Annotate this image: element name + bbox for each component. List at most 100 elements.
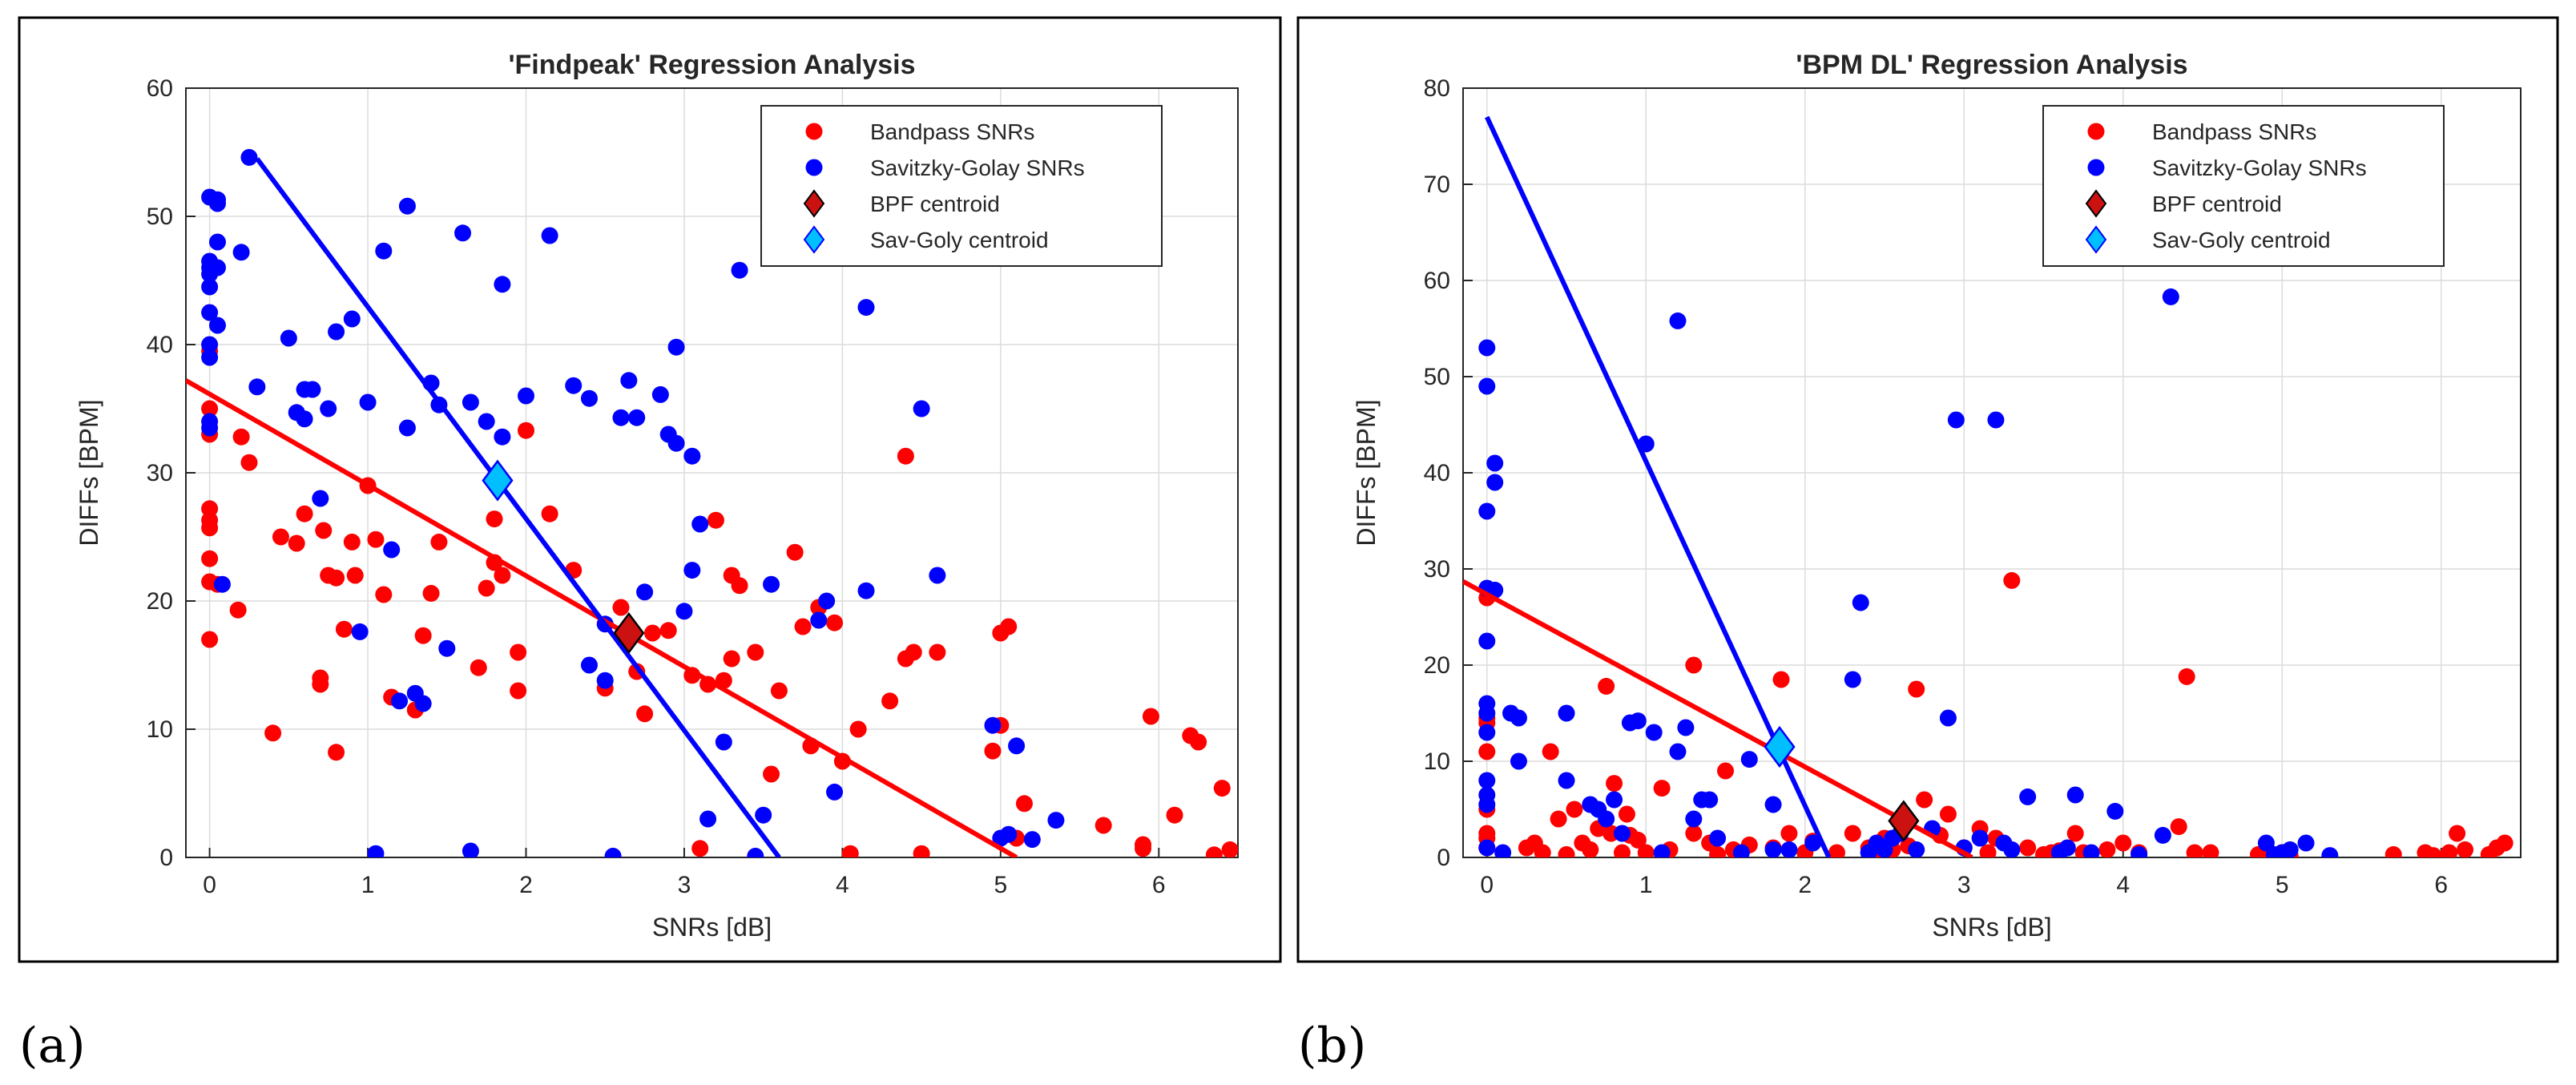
data-point — [288, 534, 305, 552]
data-point — [1558, 772, 1575, 789]
data-point — [691, 840, 709, 857]
data-point — [2170, 818, 2187, 836]
data-point — [1510, 752, 1527, 770]
sav-goly-centroid — [1764, 725, 1796, 768]
data-point — [731, 577, 748, 595]
y-tick-label: 30 — [1424, 556, 1450, 583]
legend-label-savitzky-golay-snrs: Savitzky-Golay SNRs — [870, 155, 1085, 180]
data-point — [2066, 825, 2084, 842]
data-point — [2131, 845, 2148, 857]
data-point — [320, 400, 337, 417]
data-point — [1677, 719, 1695, 736]
data-point — [1486, 454, 1504, 472]
data-point — [1478, 339, 1496, 357]
data-point — [1566, 801, 1583, 818]
data-point — [1987, 411, 2005, 429]
data-point — [510, 643, 527, 661]
data-point — [248, 378, 266, 396]
sav-goly-centroid — [482, 459, 514, 502]
data-point — [2202, 844, 2219, 857]
data-point — [723, 650, 740, 668]
x-tick-label: 1 — [1639, 872, 1653, 898]
data-point — [580, 389, 598, 407]
data-point — [596, 672, 614, 689]
data-point — [1971, 829, 1989, 847]
data-point — [312, 490, 329, 507]
data-point — [770, 682, 788, 700]
data-point — [1542, 743, 1559, 760]
data-point — [612, 599, 630, 616]
data-point — [2003, 841, 2021, 857]
data-point — [304, 381, 321, 398]
data-point — [651, 385, 669, 403]
data-point — [826, 783, 844, 801]
data-point — [841, 845, 859, 857]
data-point — [2186, 844, 2203, 857]
data-point — [2385, 845, 2402, 857]
data-point — [398, 197, 416, 215]
data-point — [1558, 845, 1575, 857]
data-point — [1478, 704, 1496, 722]
y-tick-label: 20 — [147, 588, 173, 615]
data-point — [2058, 839, 2076, 857]
y-tick-label: 0 — [1437, 845, 1450, 871]
data-point — [818, 592, 836, 610]
data-point — [1613, 825, 1631, 842]
data-point — [683, 562, 701, 579]
data-point — [478, 413, 495, 430]
data-point — [2441, 844, 2458, 857]
data-point — [201, 500, 219, 518]
data-point — [208, 259, 226, 276]
data-point — [383, 541, 401, 559]
data-point — [201, 419, 219, 437]
bpf-centroid — [613, 611, 645, 655]
data-point — [683, 447, 701, 465]
data-point — [1142, 708, 1159, 725]
data-point — [430, 533, 448, 551]
data-point — [264, 724, 282, 742]
y-tick-label: 40 — [147, 332, 173, 358]
data-point — [659, 622, 677, 639]
data-point — [510, 682, 527, 700]
data-point — [312, 676, 329, 693]
data-point — [1606, 775, 1623, 793]
legend-label-sav-goly-centroid: Sav-Goly centroid — [2152, 228, 2331, 252]
data-point — [240, 148, 258, 166]
data-point — [375, 586, 393, 603]
data-point — [1637, 844, 1655, 857]
data-point — [2321, 847, 2339, 857]
data-point — [1582, 841, 1599, 857]
data-point — [201, 400, 219, 417]
data-point — [1008, 737, 1026, 755]
data-point — [328, 323, 345, 341]
data-point — [984, 716, 1002, 734]
data-point — [2019, 788, 2037, 805]
data-point — [1166, 806, 1183, 824]
data-point — [929, 567, 946, 584]
legend-marker-sav-goly-centroid — [2085, 225, 2107, 254]
data-point — [208, 317, 226, 334]
data-point — [296, 410, 313, 428]
y-axis-label: DIFFs [BPM] — [75, 399, 103, 546]
data-point — [315, 522, 333, 539]
x-tick-label: 3 — [678, 872, 691, 898]
data-point — [272, 528, 289, 546]
legend-label-savitzky-golay-snrs: Savitzky-Golay SNRs — [2152, 155, 2367, 180]
data-point — [1939, 709, 1957, 727]
data-point — [1740, 751, 1758, 768]
y-tick-label: 10 — [147, 716, 173, 743]
legend-marker-savitzky-golay-snrs — [805, 159, 823, 176]
x-tick-label: 6 — [1152, 872, 1166, 898]
data-point — [849, 720, 867, 738]
data-point — [2154, 826, 2171, 844]
data-point — [335, 620, 353, 638]
legend-marker-bandpass-snrs — [2087, 123, 2105, 140]
data-point — [691, 515, 709, 533]
legend-label-sav-goly-centroid: Sav-Goly centroid — [870, 228, 1049, 252]
data-point — [826, 614, 844, 631]
data-point — [518, 421, 535, 439]
data-point — [984, 742, 1002, 760]
data-point — [1916, 791, 1933, 809]
grid — [1463, 87, 2521, 858]
data-point — [1015, 795, 1033, 813]
